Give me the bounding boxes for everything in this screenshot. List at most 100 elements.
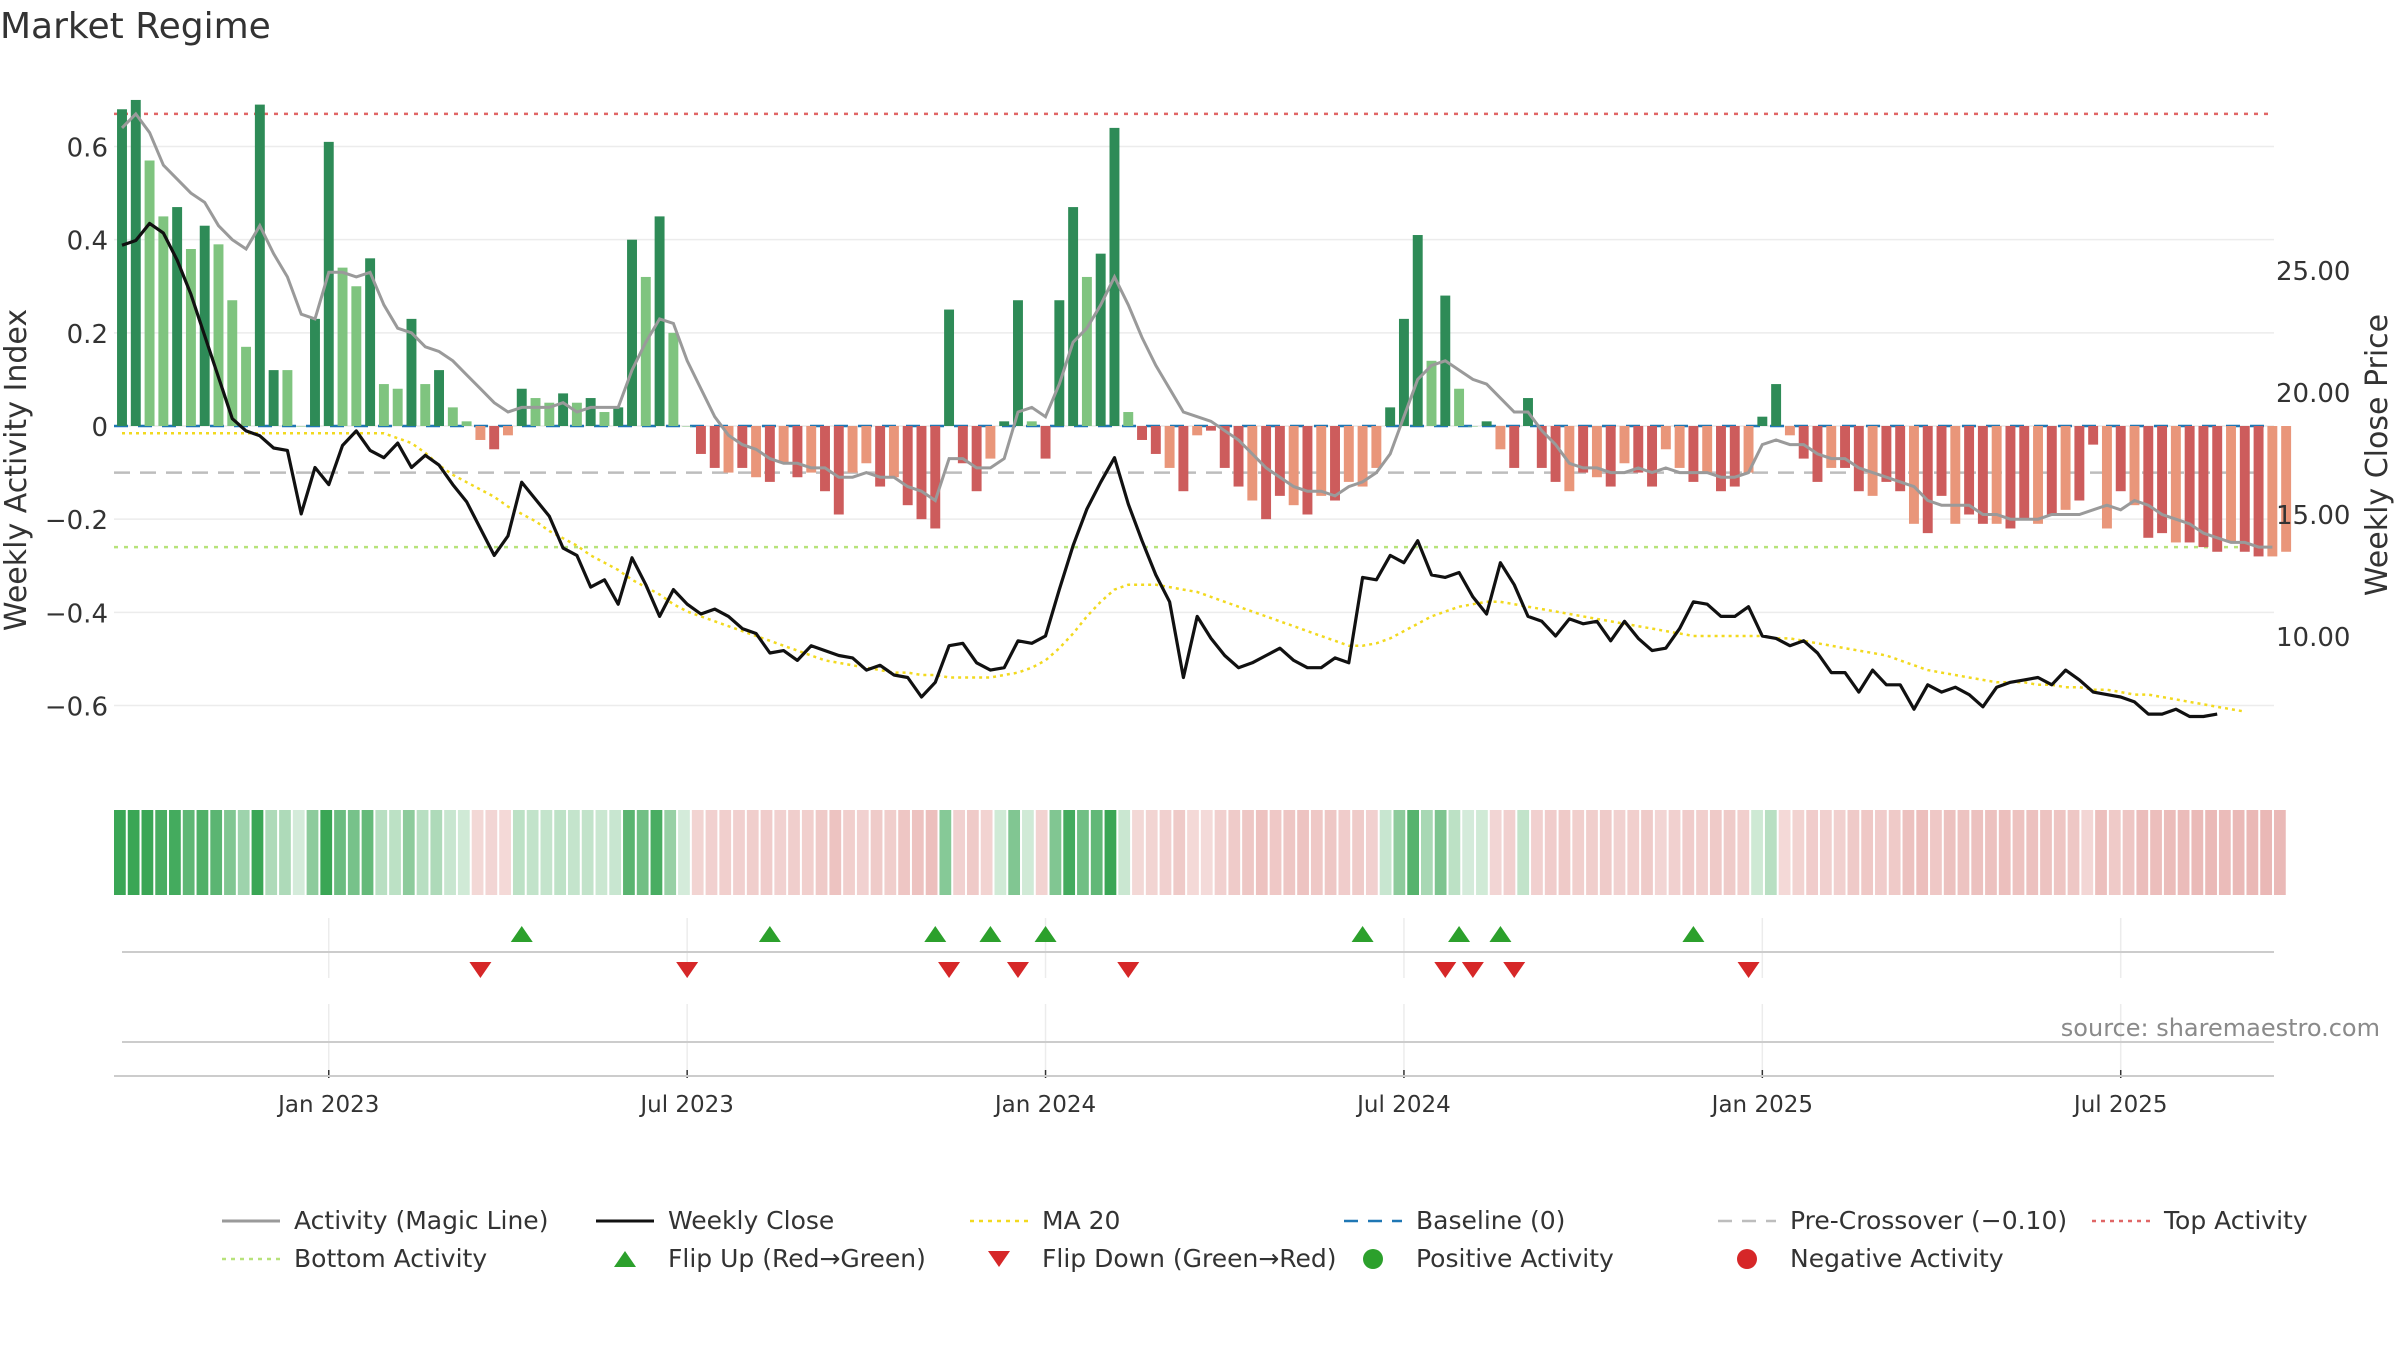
activity-bar [585, 398, 596, 426]
ribbon-cell [169, 810, 181, 895]
activity-bar [1702, 426, 1713, 473]
lower-panel [114, 1041, 2274, 1077]
activity-bar [1261, 426, 1272, 520]
activity-bar [1288, 426, 1299, 506]
flip-up-marker [1448, 926, 1471, 942]
activity-bar [1591, 426, 1602, 478]
legend-swatch [596, 1219, 654, 1222]
activity-bar [544, 402, 555, 426]
activity-bar [833, 426, 844, 515]
ribbon-cell [1379, 810, 1392, 895]
x-tick-label: Jul 2024 [1355, 1092, 1451, 1118]
ribbon-cell [2095, 810, 2107, 895]
ribbon-cell [1077, 810, 1089, 895]
activity-bar [158, 216, 169, 426]
activity-bar [2115, 426, 2126, 492]
ribbon-cell [361, 810, 374, 895]
ribbon-cell [2026, 810, 2039, 895]
flip-down-marker [1461, 962, 1484, 978]
activity-bar [1605, 426, 1616, 487]
ribbon-cell [1985, 810, 1997, 895]
legend-item-top-activity: Top Activity [2092, 1206, 2308, 1235]
activity-bar [1936, 426, 1947, 496]
ribbon-cell [911, 810, 924, 895]
activity-bar [1633, 426, 1644, 473]
activity-bar [1509, 426, 1520, 468]
x-tick-label: Jan 2024 [993, 1092, 1096, 1118]
ribbon-cell [1930, 810, 1942, 895]
activity-bar [1054, 300, 1065, 426]
ribbon-cell [1145, 810, 1158, 895]
activity-bar [213, 244, 224, 426]
activity-bar [1757, 416, 1768, 426]
ribbon-cell [2053, 810, 2066, 895]
ribbon-cell [568, 810, 580, 895]
series-lines [120, 111, 2273, 719]
activity-bar [1729, 426, 1740, 487]
ribbon-cell [127, 810, 140, 895]
activity-bar [888, 426, 899, 478]
ribbon-cell [1200, 810, 1213, 895]
ribbon-cell [182, 810, 195, 895]
flip-down-marker [1006, 962, 1029, 978]
ribbon-cell [306, 810, 319, 895]
ribbon-cell [512, 810, 525, 895]
activity-bar [475, 426, 486, 440]
activity-bar [751, 426, 762, 478]
ribbon-cell [347, 810, 360, 895]
activity-bar [502, 426, 513, 436]
ribbon-cell [1875, 810, 1887, 895]
flip-down-marker [469, 962, 492, 978]
ribbon-cell [1957, 810, 1970, 895]
activity-bar [2143, 426, 2154, 538]
ribbon-cell [1806, 810, 1818, 895]
flip-up-marker [924, 926, 947, 942]
y-left-tick-label: 0.4 [67, 227, 108, 257]
ribbon-cell [1214, 810, 1227, 895]
activity-bar [1564, 426, 1575, 492]
ribbon-cell [2081, 810, 2094, 895]
activity-bar [957, 426, 968, 464]
ribbon-cell [1572, 810, 1585, 895]
legend-item-magic-line: Activity (Magic Line) [222, 1206, 548, 1235]
legend-label: Flip Up (Red→Green) [668, 1244, 926, 1273]
ribbon-cell [1682, 810, 1695, 895]
activity-bar [434, 370, 445, 426]
activity-bar [999, 421, 1010, 426]
ribbon-cell [2122, 810, 2135, 895]
ribbon-cell [1297, 810, 1309, 895]
ribbon-cell [540, 810, 553, 895]
activity-bar [2157, 426, 2168, 534]
ribbon-cell [1586, 810, 1598, 895]
activity-bar [1674, 426, 1685, 468]
flip-down-marker [1737, 962, 1760, 978]
source-credit: source: sharemaestro.com [2060, 1014, 2380, 1042]
ribbon-cell [1283, 810, 1296, 895]
ribbon-cell [444, 810, 456, 895]
activity-bar [2184, 426, 2195, 543]
legend-swatch [1718, 1219, 1776, 1222]
activity-bar [1026, 421, 1037, 426]
ribbon-cell [1723, 810, 1736, 895]
ribbon-cell [1049, 810, 1062, 895]
activity-bar [2088, 426, 2099, 445]
activity-bar [930, 426, 941, 529]
activity-bar [1895, 426, 1906, 492]
ribbon-cell [1668, 810, 1681, 895]
ribbon-cell [1476, 810, 1488, 895]
activity-bar [1840, 426, 1850, 468]
ribbon-cell [623, 810, 635, 895]
ribbon-cell [430, 810, 443, 895]
ribbon-cell [1599, 810, 1612, 895]
ribbon-cell [1324, 810, 1337, 895]
activity-bar [1922, 426, 1933, 534]
y-left-tick-label: −0.6 [45, 692, 108, 722]
activity-bar [1343, 426, 1354, 482]
ribbon-cell [251, 810, 264, 895]
y-right-tick-label: 20.00 [2276, 379, 2350, 409]
ribbon-cell [843, 810, 855, 895]
ribbon-cell [554, 810, 567, 895]
activity-bar [1536, 426, 1547, 468]
activity-bar [2253, 426, 2264, 557]
